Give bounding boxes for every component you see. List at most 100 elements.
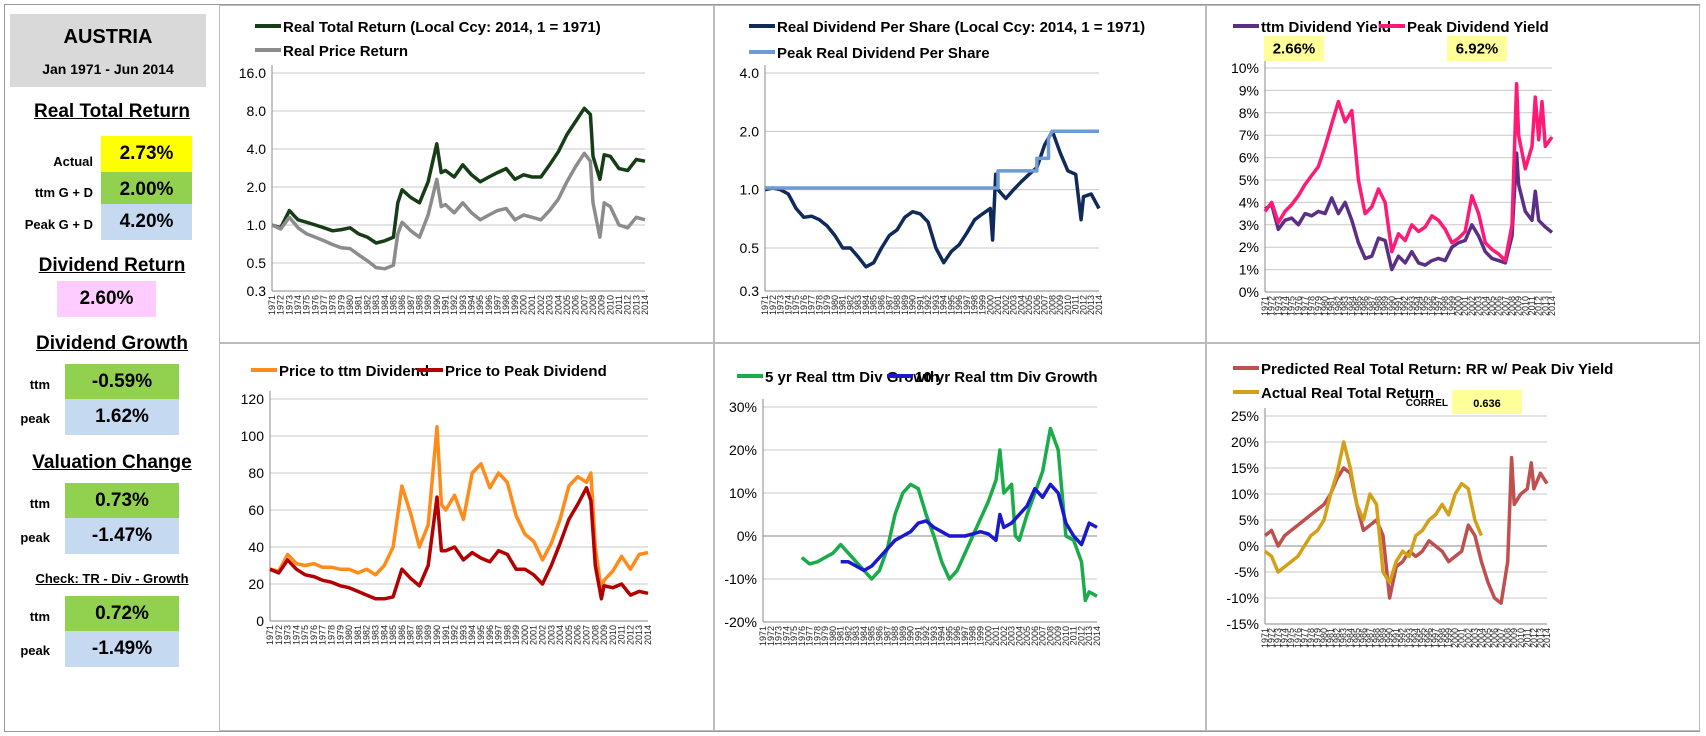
x-tick-label: 1978 <box>328 295 338 315</box>
x-tick-label: 1971 <box>1260 296 1270 316</box>
dg-peak-label: peak <box>20 411 50 426</box>
annotation-value: 2.66% <box>1273 41 1316 58</box>
x-tick-label: 1978 <box>812 626 822 646</box>
x-tick-label: 1994 <box>939 295 949 315</box>
x-tick-label: 1975 <box>300 625 310 645</box>
x-tick-label: 2001 <box>1460 296 1470 316</box>
x-tick-label: 1979 <box>336 295 346 315</box>
x-tick-label: 2006 <box>1490 628 1500 648</box>
x-tick-label: 2002 <box>536 295 546 315</box>
x-tick-label: 1998 <box>968 626 978 646</box>
chart-panel-real-dividend: 0.3 0.5 1.0 2.0 4.0 1971 1972 1973 1974 1975 1976 1… <box>714 5 1206 343</box>
x-tick-label: 1984 <box>1345 628 1355 648</box>
x-tick-label: 1989 <box>1380 296 1390 316</box>
x-tick-label: 1981 <box>838 295 848 315</box>
x-tick-label: 2011 <box>614 295 624 314</box>
x-tick-label: 1976 <box>797 626 807 646</box>
x-tick-label: 1988 <box>414 625 424 645</box>
x-tick-label: 1994 <box>937 626 947 646</box>
x-tick-label: 1984 <box>859 626 869 646</box>
chart-real-total-return: 0.30.51.02.04.08.016.0197119721973197419… <box>239 19 650 315</box>
x-tick-label: 2002 <box>1467 296 1477 316</box>
x-tick-label: 1990 <box>906 626 916 646</box>
x-tick-label: 1985 <box>869 295 879 315</box>
rtr-ttm-value: 2.00% <box>101 172 192 208</box>
x-tick-label: 1986 <box>397 625 407 645</box>
legend-label: Real Dividend Per Share (Local Ccy: 2014… <box>777 19 1145 36</box>
x-tick-label: 1973 <box>774 626 784 646</box>
check-ttm-label: ttm <box>29 609 50 624</box>
x-tick-label: 1991 <box>1391 628 1401 648</box>
x-tick-label: 1993 <box>929 626 939 646</box>
legend-label: Price to Peak Dividend <box>445 363 607 380</box>
x-tick-label: 1980 <box>1319 628 1329 648</box>
x-tick-label: 1971 <box>1260 628 1270 648</box>
x-tick-label: 2005 <box>1483 628 1493 648</box>
x-tick-label: 1991 <box>1393 296 1403 316</box>
y-tick-label: -20% <box>724 614 757 630</box>
x-tick-label: 1974 <box>293 295 303 315</box>
x-tick-label: 2000 <box>520 625 530 645</box>
x-tick-label: 1995 <box>475 295 485 315</box>
x-tick-label: 1973 <box>284 295 294 315</box>
x-tick-label: 1987 <box>1365 628 1375 648</box>
x-tick-label: 1973 <box>1273 628 1283 648</box>
x-tick-label: 1987 <box>406 625 416 645</box>
legend-label: 5 yr Real ttm Div Growth <box>765 369 939 386</box>
rtr-peak-label: Peak G + D <box>24 217 93 232</box>
x-tick-label: 2001 <box>1457 628 1467 648</box>
y-tick-label: 0 <box>256 613 264 629</box>
x-tick-label: 1994 <box>467 625 477 645</box>
x-tick-label: 2014 <box>640 295 650 315</box>
x-tick-label: 1982 <box>362 295 372 315</box>
x-tick-label: 1999 <box>1444 628 1454 648</box>
x-tick-label: 1990 <box>1385 628 1395 648</box>
legend-label: Real Total Return (Local Ccy: 2014, 1 = … <box>283 19 601 36</box>
x-tick-label: 1993 <box>458 295 468 315</box>
x-tick-label: 2008 <box>1047 295 1057 315</box>
x-tick-label: 1981 <box>836 626 846 646</box>
x-tick-label: 1971 <box>267 295 277 315</box>
y-tick-label: 100 <box>241 428 265 444</box>
x-tick-label: 2009 <box>1509 628 1519 648</box>
x-tick-label: 1980 <box>830 295 840 315</box>
x-tick-label: 1991 <box>441 625 451 645</box>
x-tick-label: 1999 <box>975 626 985 646</box>
legend-label: Predicted Real Total Return: RR w/ Peak … <box>1261 361 1613 378</box>
x-tick-label: 2002 <box>1001 295 1011 315</box>
y-tick-label: 2.0 <box>740 123 760 139</box>
y-tick-label: 9% <box>1239 82 1259 98</box>
x-tick-label: 1989 <box>898 626 908 646</box>
x-tick-label: 2000 <box>519 295 529 315</box>
x-tick-label: 1980 <box>344 625 354 645</box>
check-ttm-value: 0.72% <box>65 596 179 632</box>
x-tick-label: 2004 <box>1016 295 1026 315</box>
y-tick-label: 25% <box>1231 408 1259 424</box>
x-tick-label: 1983 <box>853 295 863 315</box>
x-tick-label: 1978 <box>1307 296 1317 316</box>
y-tick-label: 1.0 <box>247 217 267 233</box>
x-tick-label: 1993 <box>1407 296 1417 316</box>
series-line <box>269 486 649 601</box>
legend-label: Actual Real Total Return <box>1261 385 1434 402</box>
x-tick-label: 1998 <box>502 625 512 645</box>
y-tick-label: 16.0 <box>239 65 266 81</box>
y-tick-label: 8.0 <box>247 103 267 119</box>
x-tick-label: 1986 <box>875 626 885 646</box>
x-tick-label: 1996 <box>484 295 494 315</box>
x-tick-label: 2013 <box>1084 626 1094 646</box>
valuation-change-header: Valuation Change <box>32 452 192 473</box>
x-tick-label: 1995 <box>944 626 954 646</box>
x-tick-label: 1997 <box>962 295 972 315</box>
legend-label: ttm Dividend Yield <box>1261 19 1391 36</box>
dividend-growth-header: Dividend Growth <box>36 333 188 354</box>
x-tick-label: 1978 <box>814 295 824 315</box>
country-title: AUSTRIA <box>63 26 153 48</box>
x-tick-label: 1999 <box>1447 296 1457 316</box>
annotation-box <box>1264 36 1324 61</box>
annotation-box <box>1447 36 1507 61</box>
x-tick-label: 1986 <box>1358 628 1368 648</box>
x-tick-label: 1983 <box>851 626 861 646</box>
x-tick-label: 1983 <box>1339 628 1349 648</box>
x-tick-label: 1992 <box>449 295 459 315</box>
